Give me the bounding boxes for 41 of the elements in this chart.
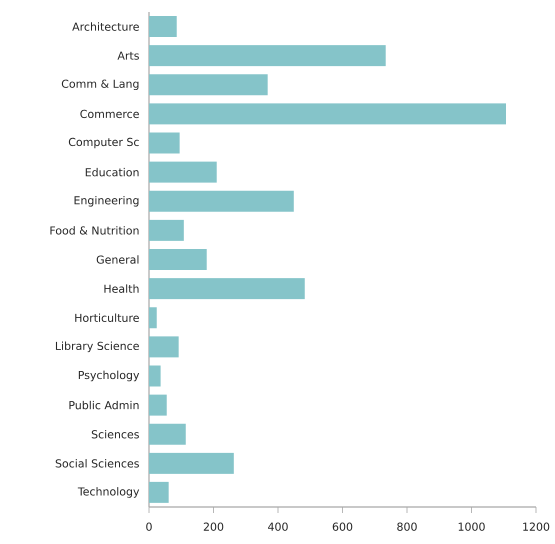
- y-tick-label: Arts: [117, 52, 139, 60]
- bar: [149, 103, 506, 124]
- y-tick-label: Social Sciences: [56, 459, 139, 468]
- bar: [149, 220, 184, 241]
- bar: [149, 248, 207, 270]
- y-tick-label: Library Science: [56, 342, 139, 352]
- y-tick-label: Engineering: [74, 196, 138, 207]
- y-tick-label: Commerce: [80, 110, 139, 118]
- x-tick-label: 0: [146, 522, 152, 531]
- y-tick-label: Architecture: [72, 22, 139, 31]
- y-tick-label: Food & Nutrition: [50, 226, 139, 235]
- y-tick-label: Computer Sc: [68, 138, 139, 148]
- bar: [149, 365, 161, 386]
- bar: [149, 452, 234, 474]
- bar: [149, 45, 386, 66]
- y-tick-label: Public Admin: [69, 400, 139, 410]
- y-tick-label: Sciences: [92, 430, 139, 438]
- x-tick-label: 600: [332, 522, 352, 531]
- bar: [149, 482, 169, 503]
- bar: [149, 278, 305, 300]
- x-tick-label: 1000: [458, 522, 485, 531]
- bar: [149, 424, 186, 445]
- bar: [149, 307, 157, 328]
- x-tick-label: 1200: [523, 522, 550, 531]
- x-tick-label: 800: [397, 522, 417, 531]
- bar: [149, 132, 180, 154]
- bar: [149, 162, 217, 183]
- bar: [149, 190, 294, 212]
- y-tick-label: Health: [104, 284, 139, 293]
- x-tick-label: 200: [204, 522, 224, 531]
- bar: [149, 74, 268, 96]
- bar: [149, 336, 179, 358]
- y-tick-label: Horticulture: [75, 313, 139, 322]
- y-tick-label: Comm & Lang: [62, 80, 138, 90]
- bar: [149, 16, 177, 38]
- y-tick-label: Psychology: [78, 370, 140, 382]
- y-tick-label: Technology: [78, 487, 140, 498]
- y-tick-label: General: [96, 255, 138, 264]
- y-tick-label: Education: [86, 168, 139, 176]
- x-tick-label: 400: [268, 522, 288, 531]
- bar: [149, 394, 167, 416]
